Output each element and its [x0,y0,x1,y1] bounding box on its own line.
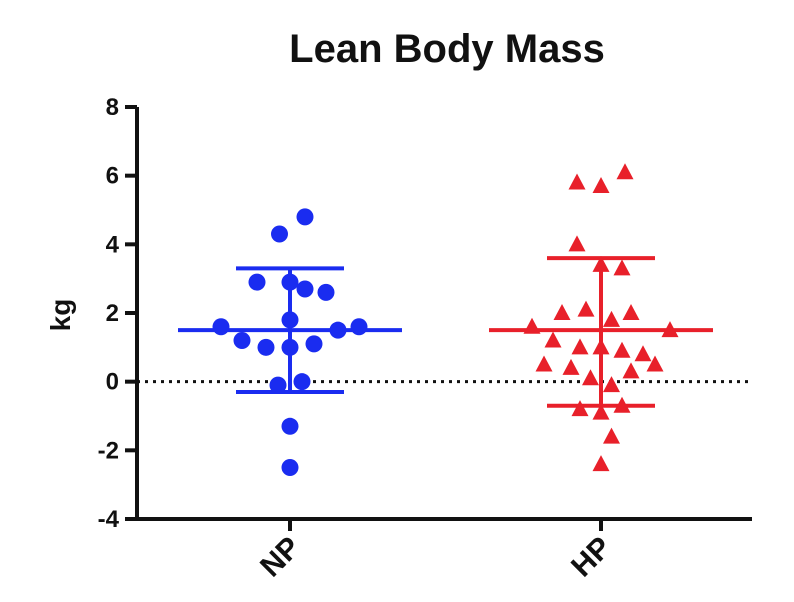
data-point [634,345,652,362]
data-point [281,459,299,476]
data-point [544,331,562,348]
data-point [661,321,679,338]
category-label-hp: HP [565,531,618,584]
data-point [281,311,299,329]
data-point [613,259,631,276]
data-point [592,403,610,420]
data-point [577,300,595,317]
y-tick-label: -4 [98,506,120,533]
data-point [269,376,287,394]
data-point [535,355,553,372]
data-point [293,373,311,391]
data-point [248,273,266,291]
data-point [562,358,580,375]
data-point [296,208,314,226]
data-point [523,317,541,334]
data-point [317,283,335,301]
data-point [553,304,571,320]
data-point [329,321,347,339]
axes: -4 -2 0 2 4 6 8 [98,94,752,533]
data-point [613,341,631,358]
data-point [582,369,599,386]
y-tick-label: 6 [106,163,119,190]
y-tick-label: 4 [106,231,120,258]
data-point [568,173,586,190]
data-point [592,455,610,472]
series-hp [489,163,713,472]
data-point [257,338,275,356]
series-np [178,208,402,476]
data-point [212,318,230,336]
y-tick-label: -2 [98,437,119,464]
data-point [592,255,610,272]
y-tick-label: 0 [106,369,119,396]
y-tick-label: 2 [106,300,119,327]
data-point [646,355,664,372]
data-point [613,396,631,413]
data-point [568,235,586,252]
data-point [622,362,640,379]
data-marks [178,163,713,476]
data-point [281,273,299,291]
data-point [603,310,620,327]
data-point [592,176,610,193]
data-point [603,376,620,393]
data-point [281,417,299,435]
data-point [281,338,299,356]
data-point [305,335,323,353]
data-point [233,331,251,349]
data-point [350,318,368,336]
category-labels: NP HP [254,531,618,584]
data-point [571,338,589,355]
category-label-np: NP [254,531,307,584]
chart-title: Lean Body Mass [289,27,605,71]
y-tick-label: 8 [106,94,119,121]
data-point [592,338,610,355]
y-axis-label: kg [45,299,76,332]
data-point [603,427,620,444]
data-point [622,304,640,320]
data-point [296,280,314,298]
data-point [616,163,634,180]
data-point [271,225,288,243]
data-point [571,400,589,417]
